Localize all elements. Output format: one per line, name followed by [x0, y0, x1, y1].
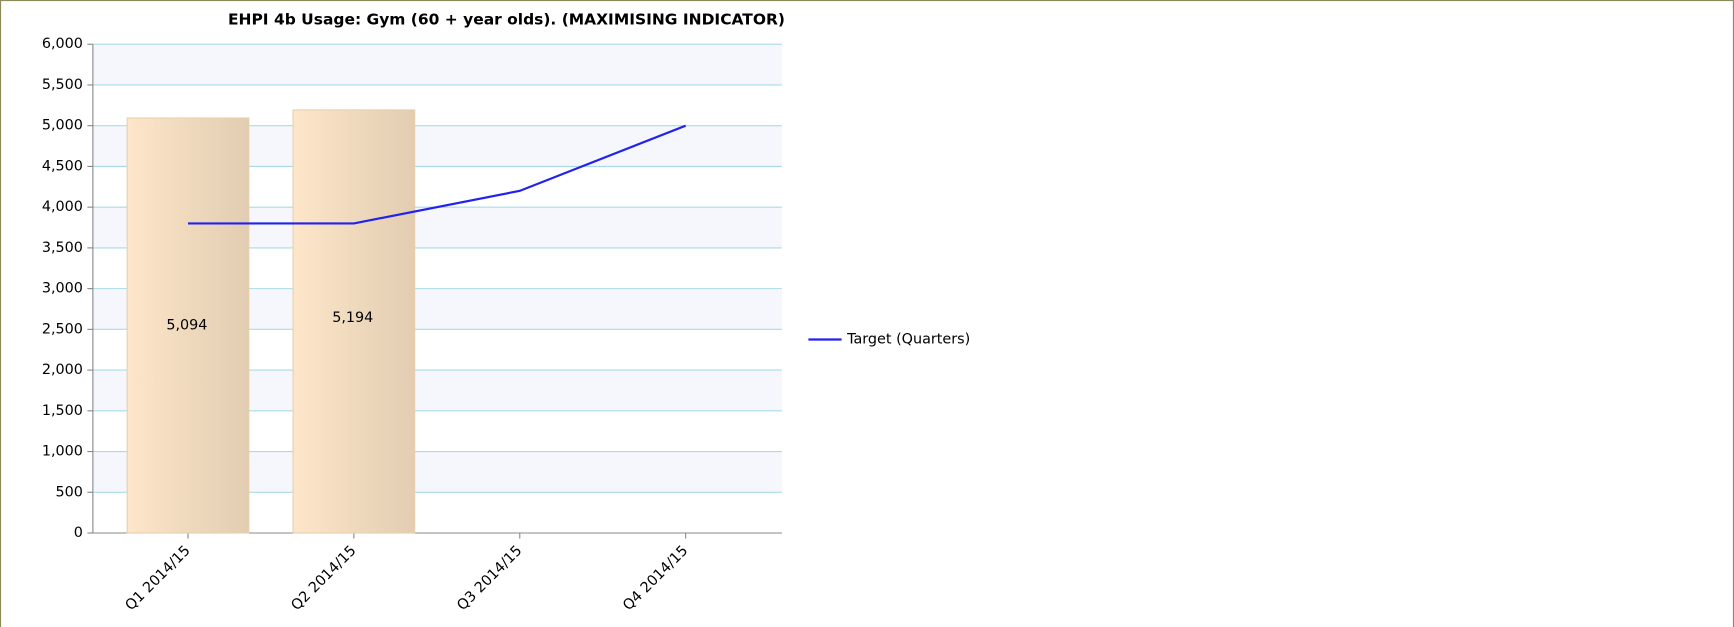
- data-label: 5,194: [332, 310, 373, 326]
- x-tick-label: Q1 2014/15: [122, 543, 193, 614]
- chart-title: EHPI 4b Usage: Gym (60 + year olds). (MA…: [228, 10, 785, 28]
- y-tick-label: 4,000: [42, 199, 83, 215]
- y-tick-label: 4,500: [42, 158, 83, 174]
- y-tick-label: 3,500: [42, 240, 83, 256]
- y-tick-label: 1,000: [42, 444, 83, 460]
- y-tick-label: 2,500: [42, 321, 83, 337]
- plot-area: 0 500 1,000 1,500 2,000 2,500 3,000 3,500 4,000 4…: [42, 36, 970, 614]
- y-tick-label: 0: [74, 525, 83, 541]
- y-tick-label: 6,000: [42, 36, 83, 52]
- x-tick-label: Q3 2014/15: [454, 543, 525, 614]
- grid-band: [92, 44, 782, 85]
- y-tick-label: 1,500: [42, 403, 83, 419]
- x-tick-label: Q2 2014/15: [288, 543, 359, 614]
- bar: [292, 109, 416, 534]
- y-tick-label: 500: [56, 484, 83, 500]
- y-tick-label: 2,000: [42, 362, 83, 378]
- bar: [126, 117, 250, 534]
- legend-label: Target (Quarters): [846, 331, 970, 347]
- line-series: [187, 124, 687, 225]
- y-tick-label: 5,500: [42, 77, 83, 93]
- y-tick-label: 3,000: [42, 281, 83, 297]
- y-tick-label: 5,000: [42, 118, 83, 134]
- x-tick-label: Q4 2014/15: [620, 543, 691, 614]
- data-label: 5,094: [166, 318, 207, 334]
